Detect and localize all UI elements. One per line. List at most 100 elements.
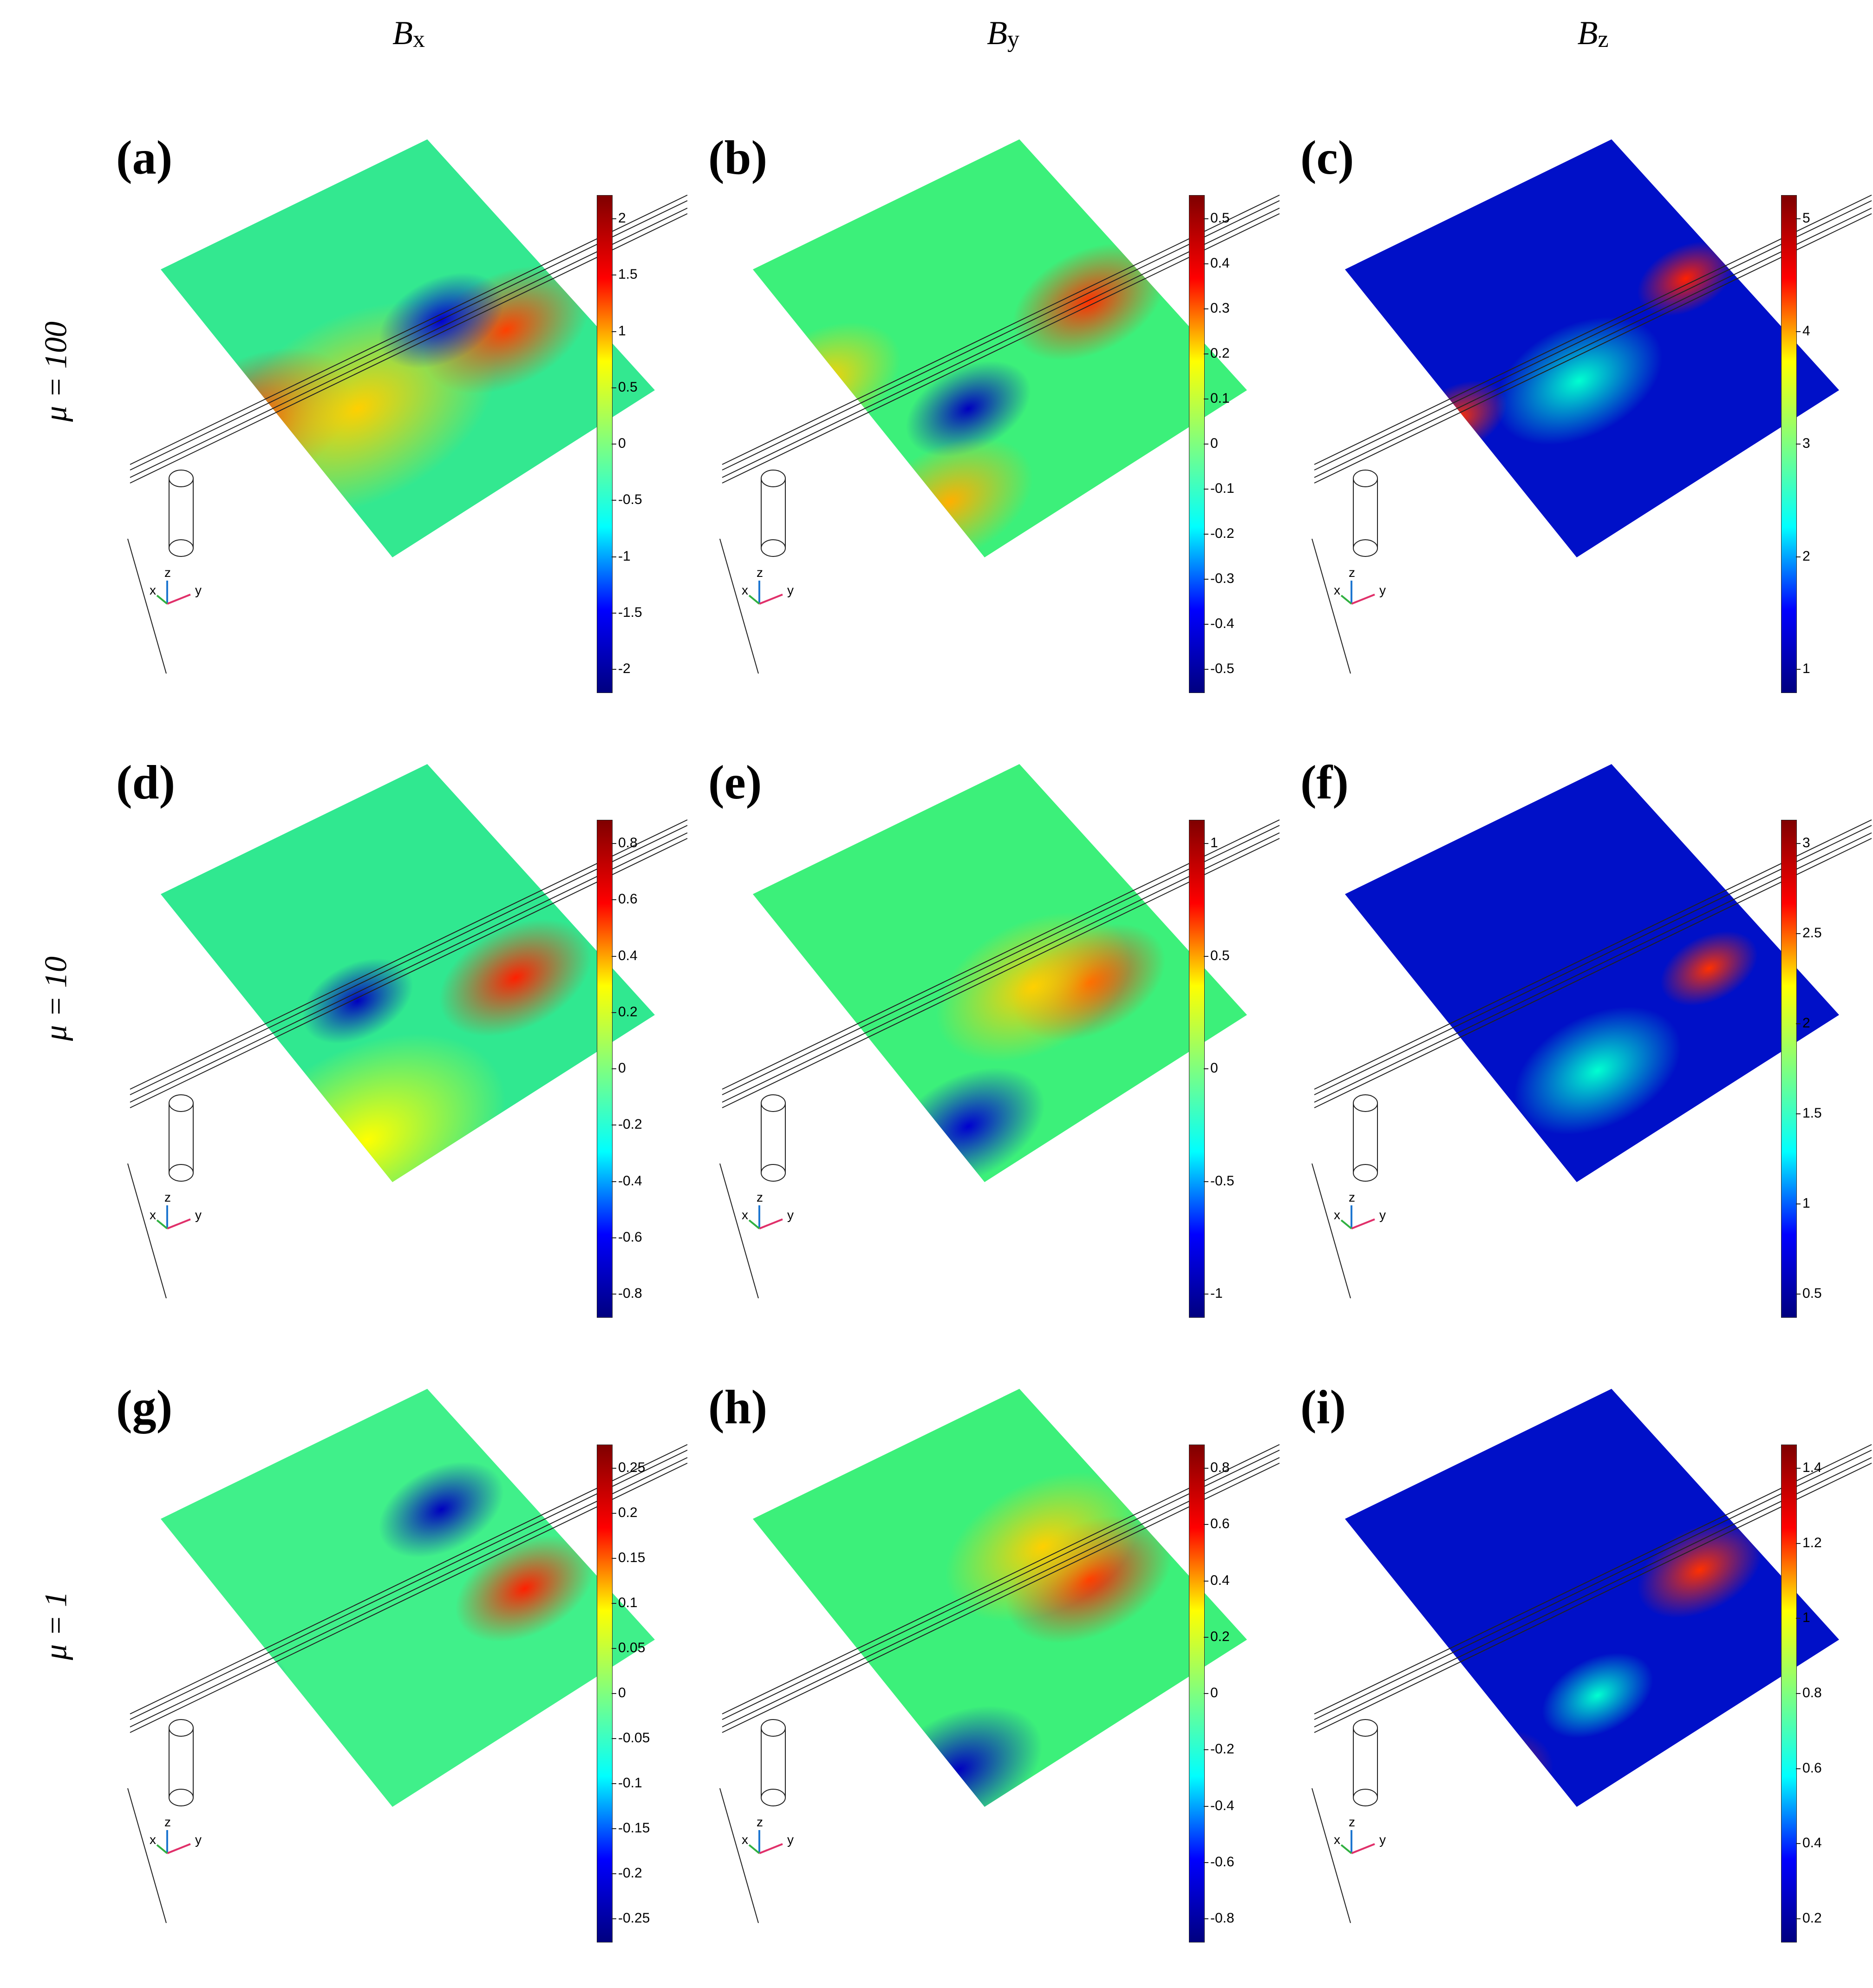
colorbar-tick-label: -0.8 <box>1204 1910 1234 1926</box>
colorbar-tick-label: -0.5 <box>1204 661 1234 677</box>
axis-label-x: x <box>742 1208 748 1222</box>
edge-line <box>719 1163 759 1299</box>
colorbar <box>1781 820 1797 1318</box>
colorbar-tick-label: -0.2 <box>612 1865 642 1881</box>
rail-tube <box>1314 819 1872 1090</box>
probe-cylinder <box>169 470 194 557</box>
field-hotspot <box>1012 243 1166 361</box>
colorbar-tick-label: 0.4 <box>612 948 638 964</box>
axis-label-z: z <box>164 1190 171 1204</box>
axis-triad: z y x <box>150 1815 202 1854</box>
colorbar-tick-label: 0.6 <box>612 891 638 907</box>
colorbar-tick-label: -0.05 <box>612 1730 650 1746</box>
axis-label-y: y <box>787 1208 794 1222</box>
colorbar-tick-label: 0.2 <box>1204 346 1230 361</box>
row-header-mu-1: μ = 1 <box>38 1591 73 1661</box>
field-hotspot <box>906 360 1031 457</box>
probe-cylinder <box>761 470 786 557</box>
probe-cylinder <box>1353 1719 1378 1806</box>
edge-line <box>1312 1163 1351 1299</box>
rail-tube <box>1314 838 1872 1108</box>
colorbar-tick-label: 1.5 <box>612 267 638 282</box>
rail-tube <box>722 1450 1280 1720</box>
rail-tube <box>130 195 688 465</box>
panel-label: (d) <box>116 756 176 809</box>
colorbar-tick-label: 0 <box>1204 1060 1218 1076</box>
rail-tube <box>130 213 688 484</box>
field-hotspot <box>379 1461 504 1558</box>
colorbar-tick-label: 1 <box>1796 661 1810 677</box>
field-hotspot <box>1419 1112 1516 1182</box>
colorbar-tick-label: 0.1 <box>1204 391 1230 406</box>
colorbar-tick-label: 3 <box>1796 835 1810 851</box>
colorbar-tick-label: 0.8 <box>1796 1685 1822 1701</box>
axis-label-x: x <box>150 1208 156 1222</box>
probe-cylinder <box>761 1094 786 1182</box>
colorbar-tick-label: 0 <box>612 1060 626 1076</box>
colorbar-tick-label: 2 <box>1796 549 1810 564</box>
colorbar-tick-label: 3 <box>1796 436 1810 451</box>
axis-label-x: x <box>1334 1208 1340 1222</box>
panel-c: z y x (c) 5 4 3 2 1 <box>1300 121 1873 739</box>
colorbar-tick-label: 1 <box>612 323 626 339</box>
probe-cylinder <box>1353 1094 1378 1182</box>
colorbar-ticks: 0.8 0.6 0.4 0.2 0 -0.2 -0.4 -0.6 -0.8 <box>1204 1445 1250 1942</box>
axis-triad: z y x <box>150 565 202 605</box>
colorbar-tick-label: 0 <box>1204 1685 1218 1701</box>
field-hotspot <box>1542 1653 1653 1738</box>
rail-tube <box>130 838 688 1108</box>
axis-label-x: x <box>742 583 748 597</box>
field-surface-plot: z y x <box>719 139 1280 674</box>
axis-label-y: y <box>195 583 202 597</box>
colorbar <box>1781 1445 1797 1942</box>
field-hotspot <box>1637 1522 1762 1618</box>
field-surface-plot: z y x <box>1312 764 1872 1299</box>
probe-cylinder <box>761 1719 786 1806</box>
colorbar-tick-label: 0 <box>612 436 626 451</box>
axis-label-z: z <box>164 1815 171 1829</box>
colorbar-tick-label: 0 <box>1204 436 1218 451</box>
rail-tube <box>722 213 1280 484</box>
field-hotspot <box>1637 241 1735 316</box>
axis-triad: z y x <box>742 1815 794 1854</box>
colorbar-tick-label: 0.2 <box>612 1004 638 1020</box>
edge-line <box>1312 538 1351 674</box>
probe-cylinder <box>169 1719 194 1806</box>
panel-e: z y x (e) 1 0.5 0 -0.5 -1 <box>708 746 1298 1363</box>
colorbar <box>1189 1445 1205 1942</box>
axis-triad: z y x <box>742 1190 794 1229</box>
colorbar-tick-label: 0.2 <box>1204 1629 1230 1645</box>
colorbar-tick-label: 2 <box>612 210 626 226</box>
axis-label-z: z <box>1349 1815 1355 1829</box>
colorbar-tick-label: 0.5 <box>1204 948 1230 964</box>
colorbar <box>597 1445 613 1942</box>
colorbar-tick-label: 0.15 <box>612 1550 645 1566</box>
axis-label-x: x <box>1334 1832 1340 1847</box>
axis-triad: z y x <box>150 1190 202 1229</box>
colorbar-tick-label: -0.8 <box>612 1286 642 1301</box>
colorbar-tick-label: -0.5 <box>612 492 642 508</box>
field-hotspot <box>302 958 413 1044</box>
colorbar-tick-label: -0.6 <box>612 1229 642 1245</box>
rail-tube <box>130 1450 688 1720</box>
field-hotspot <box>379 272 504 369</box>
panel-b: z y x (b) 0.5 0.4 0.3 0.2 0.1 0 -0.1 -0.2 -0.3 -0.4 -0… <box>708 121 1298 739</box>
panel-label: (b) <box>708 131 768 184</box>
colorbar-tick-label: 2.5 <box>1796 925 1822 941</box>
colorbar-tick-label: -0.25 <box>612 1910 650 1926</box>
rail-tube <box>130 1457 688 1727</box>
panel-label: (f) <box>1300 756 1349 809</box>
colorbar-ticks: 2 1.5 1 0.5 0 -0.5 -1 -1.5 -2 <box>612 195 658 692</box>
axis-label-y: y <box>787 1832 794 1847</box>
rail-tube <box>1314 1450 1872 1720</box>
colorbar-ticks: 1 0.5 0 -0.5 -1 <box>1204 820 1250 1317</box>
colorbar-ticks: 3 2.5 2 1.5 1 0.5 <box>1796 820 1842 1317</box>
colorbar-tick-label: 0.8 <box>612 835 638 851</box>
colorbar-tick-label: -0.2 <box>612 1117 642 1132</box>
field-surface-plot: z y x <box>719 1389 1280 1923</box>
edge-line <box>719 538 759 674</box>
rail-tube <box>722 825 1280 1095</box>
field-hotspot <box>439 919 592 1037</box>
colorbar-tick-label: 1.4 <box>1796 1460 1822 1476</box>
field-surface-plot: z y x <box>127 1389 688 1923</box>
